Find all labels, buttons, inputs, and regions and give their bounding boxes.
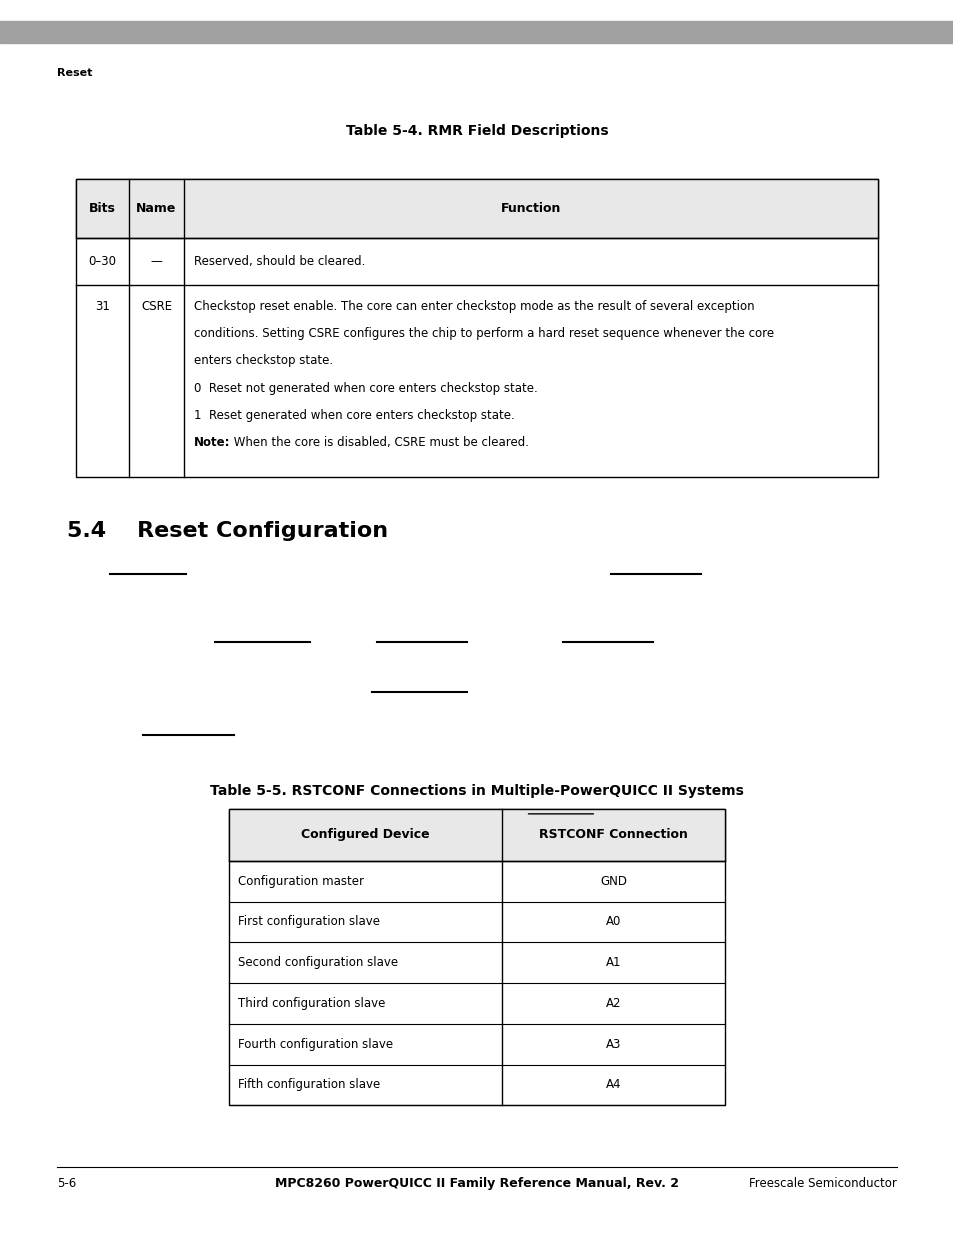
Text: Fourth configuration slave: Fourth configuration slave <box>238 1037 394 1051</box>
Text: RSTCONF Connection: RSTCONF Connection <box>538 829 687 841</box>
Text: A1: A1 <box>605 956 620 969</box>
Bar <box>229 809 724 1105</box>
Text: Reset: Reset <box>57 68 92 78</box>
Bar <box>76 179 877 477</box>
Text: Checkstop reset enable. The core can enter checkstop mode as the result of sever: Checkstop reset enable. The core can ent… <box>193 300 754 314</box>
Text: Name: Name <box>136 203 176 215</box>
Text: —: — <box>151 256 162 268</box>
Text: Third configuration slave: Third configuration slave <box>238 997 385 1010</box>
Text: MPC8260 PowerQUICC II Family Reference Manual, Rev. 2: MPC8260 PowerQUICC II Family Reference M… <box>274 1177 679 1191</box>
Text: Note:: Note: <box>193 436 230 450</box>
Text: A4: A4 <box>605 1078 620 1092</box>
Text: 1  Reset generated when core enters checkstop state.: 1 Reset generated when core enters check… <box>193 409 514 422</box>
Text: 0  Reset not generated when core enters checkstop state.: 0 Reset not generated when core enters c… <box>193 382 537 395</box>
Text: conditions. Setting CSRE configures the chip to perform a hard reset sequence wh: conditions. Setting CSRE configures the … <box>193 327 773 341</box>
Bar <box>76 179 877 238</box>
Text: 0–30: 0–30 <box>89 256 116 268</box>
Text: Configured Device: Configured Device <box>301 829 429 841</box>
Bar <box>229 809 724 861</box>
Text: Freescale Semiconductor: Freescale Semiconductor <box>748 1177 896 1191</box>
Text: Table 5-5. RSTCONF Connections in Multiple-PowerQUICC II Systems: Table 5-5. RSTCONF Connections in Multip… <box>210 784 743 798</box>
Text: Fifth configuration slave: Fifth configuration slave <box>238 1078 380 1092</box>
Text: Function: Function <box>500 203 560 215</box>
Text: enters checkstop state.: enters checkstop state. <box>193 354 333 368</box>
Bar <box>0 21 953 43</box>
Text: CSRE: CSRE <box>141 300 172 314</box>
Text: A3: A3 <box>605 1037 620 1051</box>
Text: 5.4    Reset Configuration: 5.4 Reset Configuration <box>67 521 388 541</box>
Text: When the core is disabled, CSRE must be cleared.: When the core is disabled, CSRE must be … <box>230 436 528 450</box>
Text: Configuration master: Configuration master <box>238 874 364 888</box>
Text: GND: GND <box>599 874 626 888</box>
Text: 31: 31 <box>95 300 110 314</box>
Text: Table 5-4. RMR Field Descriptions: Table 5-4. RMR Field Descriptions <box>345 124 608 137</box>
Text: First configuration slave: First configuration slave <box>238 915 380 929</box>
Text: Bits: Bits <box>89 203 116 215</box>
Text: A0: A0 <box>605 915 620 929</box>
Text: Reserved, should be cleared.: Reserved, should be cleared. <box>193 256 365 268</box>
Text: A2: A2 <box>605 997 620 1010</box>
Text: 5-6: 5-6 <box>57 1177 76 1191</box>
Text: Second configuration slave: Second configuration slave <box>238 956 398 969</box>
